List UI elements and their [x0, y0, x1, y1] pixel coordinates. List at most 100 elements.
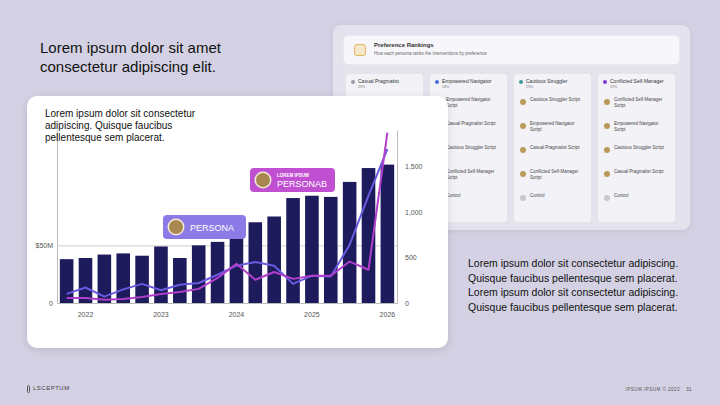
- column-share: 19%: [526, 85, 556, 89]
- heading: Lorem ipsum dolor sit amet consectetur a…: [40, 38, 290, 76]
- callout-text: PERSONAB: [277, 179, 327, 189]
- axis-line: [58, 303, 398, 304]
- callout-box: [163, 215, 246, 239]
- tick: 0: [397, 300, 409, 307]
- tick: 2025: [304, 303, 320, 318]
- column-share: 18%: [442, 85, 472, 89]
- item-icon: [604, 171, 610, 177]
- item-text: Empowered Navigator Script: [614, 121, 666, 132]
- bar: [286, 198, 300, 303]
- column-title: Conflicted Self-Manager: [610, 78, 674, 84]
- column-dot: [351, 80, 355, 84]
- column-title: Casual Pragmatist: [358, 78, 422, 84]
- column-item: Control: [602, 192, 673, 212]
- item-icon: [520, 147, 526, 153]
- panel-title: Preference Rankings: [374, 42, 674, 48]
- item-text: Control: [446, 193, 498, 199]
- column-item: Cautious Struggler Script: [602, 144, 673, 164]
- bar-series: [60, 165, 394, 303]
- panel-header: Preference Rankings How each persona rank…: [343, 35, 680, 65]
- column-title: Empowered Navigator: [442, 78, 506, 84]
- tick-label: 1,000: [405, 209, 423, 216]
- avatar: [256, 173, 270, 187]
- axis: 0 500 1,000 1,500: [397, 131, 423, 307]
- item-text: Empowered Navigator Script: [446, 97, 498, 108]
- marks: [60, 133, 394, 303]
- column-item: Casual Pragmatist Script: [602, 168, 673, 188]
- avatar: [169, 220, 183, 234]
- tick-label: 2026: [380, 311, 396, 318]
- column-item: Cautious Struggler Script: [518, 96, 589, 116]
- tick: 2023: [153, 303, 169, 318]
- tick: 2022: [78, 303, 94, 318]
- column-item: Conflicted Self-Manager Script: [518, 168, 589, 188]
- tick: 1,500: [397, 163, 423, 170]
- axis-line: [397, 131, 398, 304]
- tick-label: 2025: [304, 311, 320, 318]
- tick: 2024: [229, 303, 245, 318]
- axis: 0 $50M: [35, 131, 397, 307]
- bar: [324, 197, 338, 303]
- logo-icon: [27, 385, 30, 393]
- tick: 2026: [380, 303, 396, 318]
- item-icon: [520, 171, 526, 177]
- item-text: Cautious Struggler Script: [446, 145, 498, 151]
- panel-subtitle: How each persona ranks the interventions…: [374, 51, 674, 56]
- item-icon: [520, 195, 526, 201]
- column-share: 19%: [610, 85, 640, 89]
- line: [67, 133, 388, 300]
- item-icon: [604, 195, 610, 201]
- tick-label: 1,500: [405, 163, 423, 170]
- column-share: 29%: [358, 85, 388, 89]
- bar: [305, 196, 319, 303]
- item-text: Control: [530, 193, 582, 199]
- bar: [192, 245, 206, 303]
- column-item: Casual Pragmatist Script: [518, 144, 589, 164]
- page-number: 31: [686, 386, 700, 392]
- bar: [79, 258, 93, 303]
- column-title: Cautious Struggler: [526, 78, 590, 84]
- item-icon: [604, 123, 610, 129]
- item-text: Casual Pragmatist Script: [614, 169, 666, 175]
- item-text: Casual Pragmatist Script: [530, 145, 582, 151]
- chart-title: Lorem ipsum dolor sit consectetur adipis…: [45, 108, 225, 144]
- item-text: Conflicted Self-Manager Script: [530, 169, 582, 180]
- item-icon: [520, 123, 526, 129]
- tick: 1,000: [397, 209, 423, 216]
- avatar-ring: [255, 172, 272, 189]
- callout-label: LOREM IPSUM: [277, 173, 309, 178]
- item-text: Control: [614, 193, 666, 199]
- logo: LSCEPTUM: [33, 385, 113, 391]
- item-text: Conflicted Self-Manager Script: [446, 169, 498, 180]
- column-item: Conflicted Self-Manager Script: [602, 96, 673, 116]
- callout: PERSONA: [163, 215, 246, 239]
- tick-label: 500: [405, 254, 417, 261]
- tick-label: 2022: [78, 311, 94, 318]
- callout-box: [250, 168, 335, 192]
- callout: LOREM IPSUMPERSONAB: [250, 168, 335, 192]
- tick-label: 0: [49, 300, 53, 307]
- tick-label: 0: [405, 300, 409, 307]
- grid-line: [57, 303, 397, 304]
- panel-column: Conflicted Self-Manager19% Conflicted Sel…: [597, 73, 676, 223]
- chart-card: 0 $50M 0 500 1,000 1,500 2022 2023 2024 2025 2026 P…: [27, 96, 448, 348]
- tick-label: $50M: [35, 242, 53, 249]
- panel-column: Cautious Struggler19% Cautious Struggler …: [513, 73, 592, 223]
- avatar-ring: [168, 219, 185, 236]
- bar: [116, 253, 130, 303]
- bar: [60, 259, 74, 303]
- tick-label: 2023: [153, 311, 169, 318]
- tick: 500: [397, 254, 417, 261]
- item-text: Conflicted Self-Manager Script: [614, 97, 666, 108]
- axis: 2022 2023 2024 2025 2026: [58, 303, 398, 318]
- callout-text: PERSONA: [190, 223, 234, 233]
- tick-label: 2024: [229, 311, 245, 318]
- column-item: Empowered Navigator Script: [602, 120, 673, 140]
- bar: [381, 165, 395, 303]
- item-icon: [604, 99, 610, 105]
- bar: [173, 258, 187, 303]
- item-text: Casual Pragmatist Script: [446, 121, 498, 127]
- footer-text: IPSUM IPSUM © 2023: [600, 387, 680, 392]
- item-text: Empowered Navigator Script: [530, 121, 582, 132]
- item-text: Cautious Struggler Script: [614, 145, 666, 151]
